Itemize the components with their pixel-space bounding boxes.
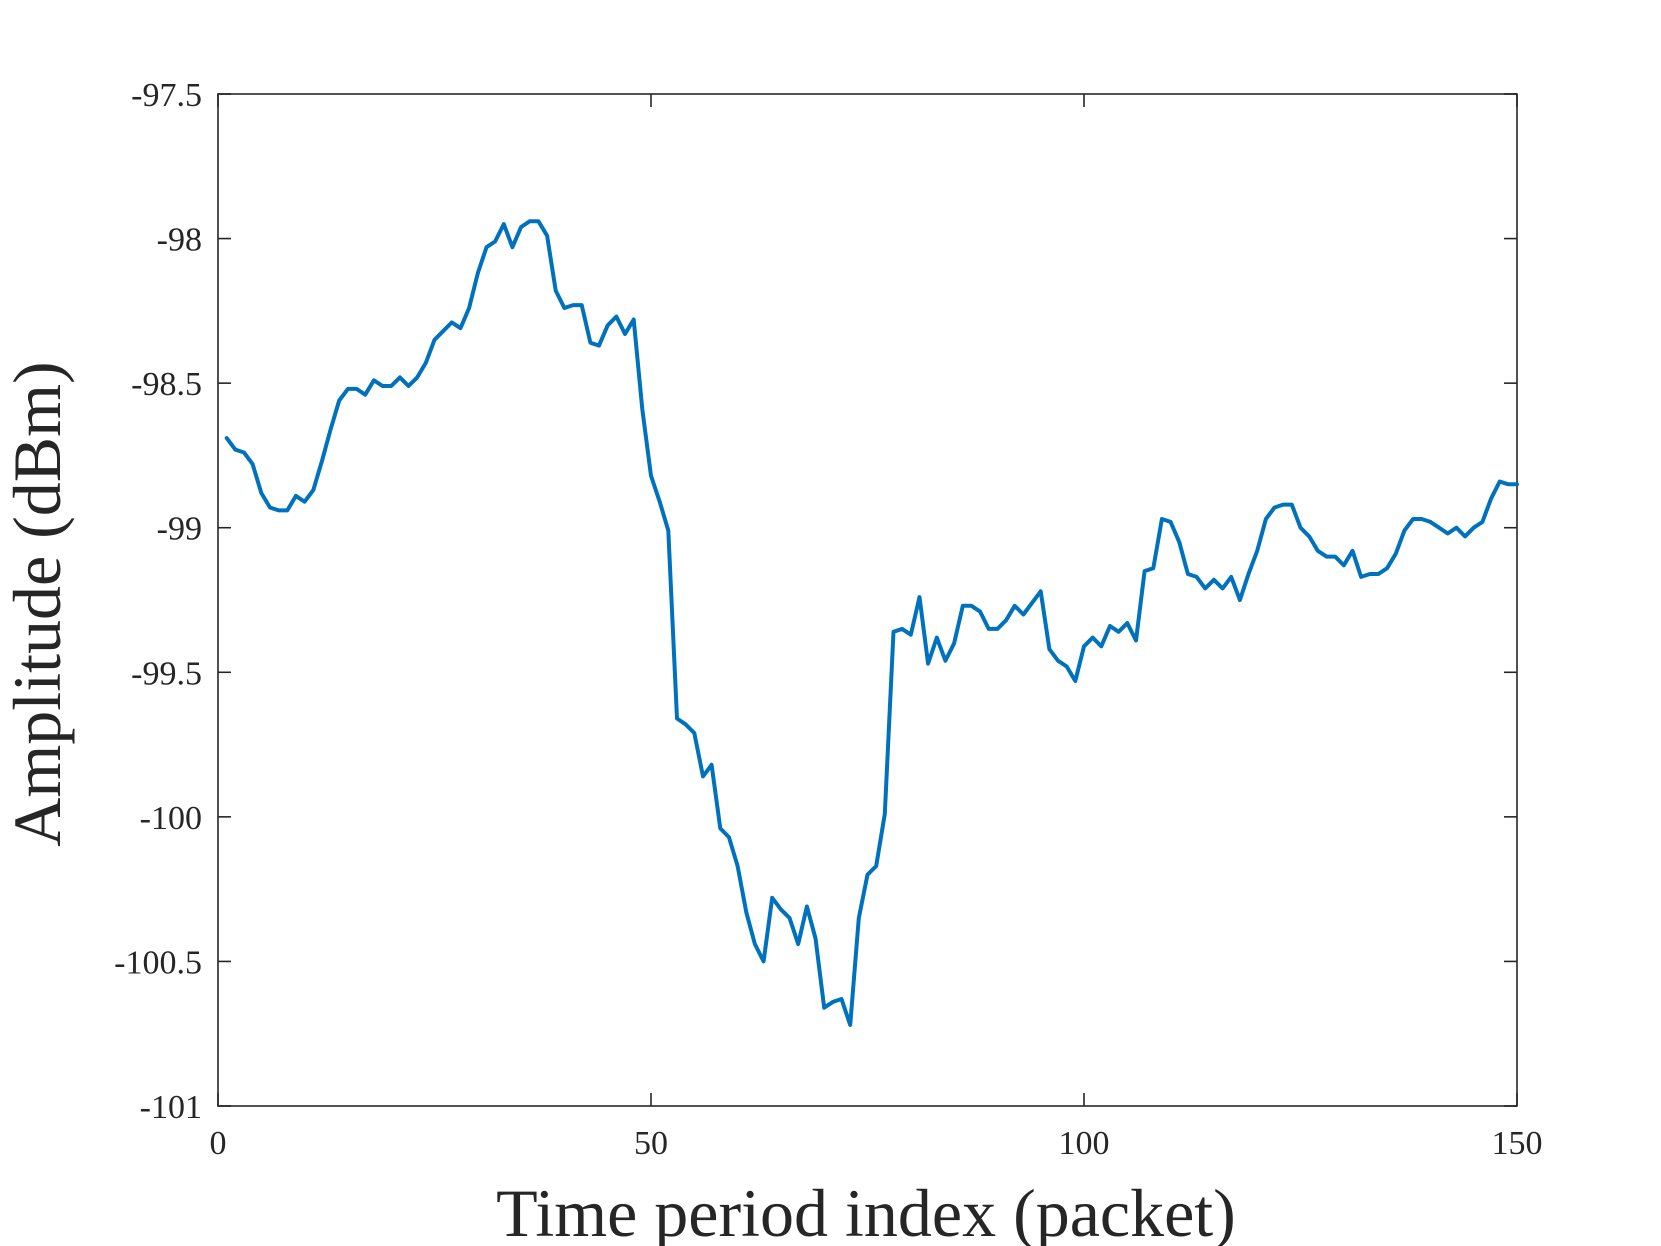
x-axis-ticks: 0 50 100 150 [210, 94, 1543, 1162]
y-tick-label: -101 [140, 1089, 202, 1126]
y-tick-label: -99.5 [131, 655, 202, 692]
y-axis-label: Amplitude (dBm) [0, 361, 75, 846]
y-tick-label: -99 [157, 511, 202, 548]
x-tick-label: 50 [634, 1125, 668, 1162]
y-tick-label: -97.5 [131, 77, 202, 114]
x-axis-label: Time period index (packet) [496, 1175, 1236, 1246]
plot-area [217, 93, 1518, 1107]
y-tick-label: -100.5 [114, 944, 202, 981]
x-tick-label: 0 [210, 1125, 227, 1162]
y-tick-label: -98.5 [131, 366, 202, 403]
y-axis-ticks: -101 -100.5 -100 -99.5 -99 -98.5 -98 -97.5 [114, 77, 1517, 1126]
y-tick-label: -98 [157, 222, 202, 259]
series-group [224, 219, 1519, 1027]
plot-frame [217, 93, 1518, 1107]
series-line-0 [224, 219, 1519, 1027]
x-tick-label: 150 [1492, 1125, 1543, 1162]
x-tick-label: 100 [1059, 1125, 1110, 1162]
y-tick-label: -100 [140, 800, 202, 837]
